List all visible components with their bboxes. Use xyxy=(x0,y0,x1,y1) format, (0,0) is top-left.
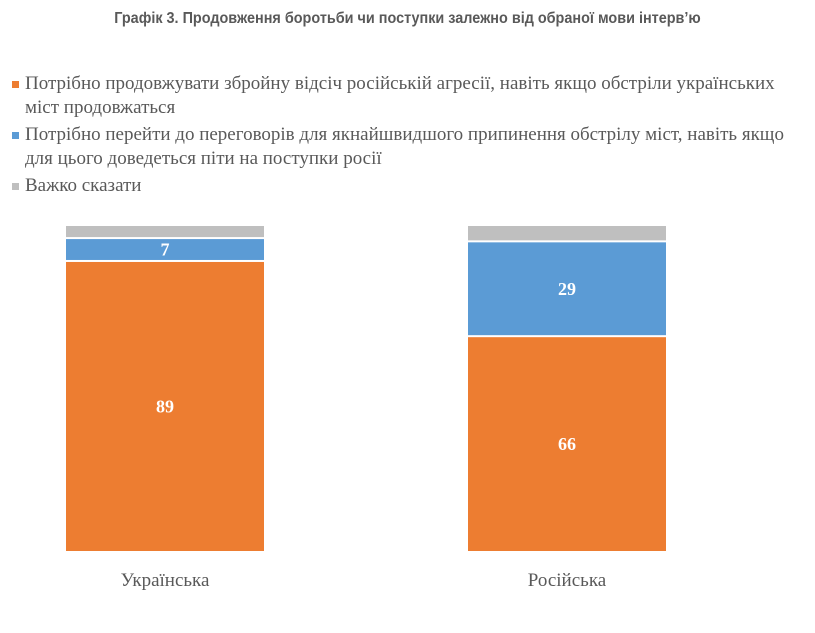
legend-swatch xyxy=(12,183,19,190)
data-label: 7 xyxy=(161,240,170,260)
chart-title: Графік 3. Продовження боротьби чи поступ… xyxy=(114,10,701,27)
legend-item-hard-to-say: Важко сказати xyxy=(12,174,805,198)
data-label: 29 xyxy=(558,279,576,299)
bar-segment xyxy=(66,239,264,260)
category-label: Російська xyxy=(528,570,607,591)
bar-segment xyxy=(468,242,666,336)
data-label: 66 xyxy=(558,434,576,454)
bar-segment xyxy=(66,261,264,551)
bar-segment xyxy=(468,337,666,551)
legend-label: Важко сказати xyxy=(25,175,142,196)
legend-swatch xyxy=(12,81,19,88)
legend-label: Потрібно продовжувати збройну відсіч рос… xyxy=(25,73,775,118)
bar-segment xyxy=(468,226,666,241)
legend-item-negotiations: Потрібно перейти до переговорів для якна… xyxy=(12,123,805,171)
legend-swatch xyxy=(12,132,19,139)
category-label: Українська xyxy=(121,570,210,591)
legend-label: Потрібно перейти до переговорів для якна… xyxy=(25,124,784,169)
legend-item-continue-fighting: Потрібно продовжувати збройну відсіч рос… xyxy=(12,72,805,120)
bar-segment xyxy=(66,226,264,238)
data-label: 89 xyxy=(156,396,174,416)
